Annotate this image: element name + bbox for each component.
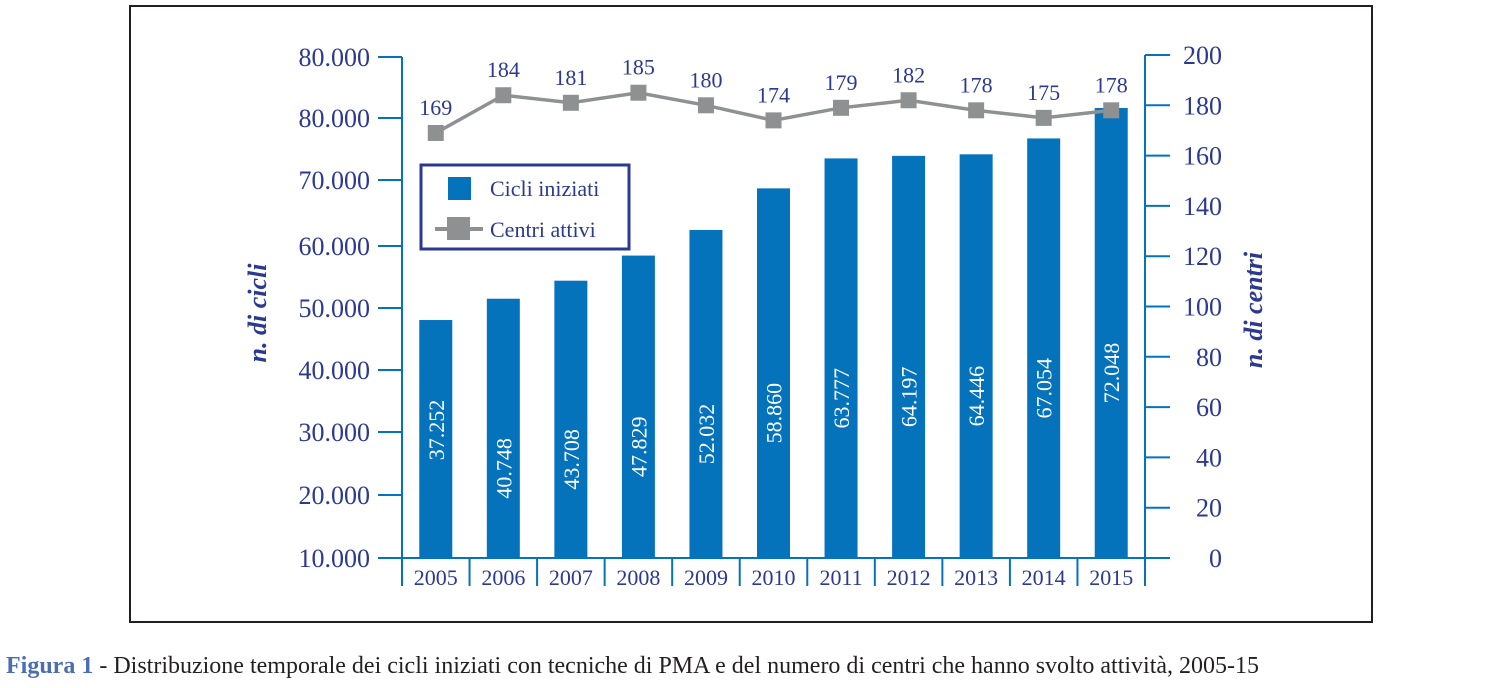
- line-value-label: 174: [757, 82, 790, 107]
- bar: [824, 158, 858, 558]
- x-tick-label: 2011: [819, 565, 862, 590]
- bar-value-label: 72.048: [1099, 343, 1124, 404]
- right-tick-label: 40: [1196, 443, 1222, 472]
- left-tick-label: 30.000: [299, 418, 371, 447]
- bar: [757, 188, 790, 558]
- line-value-label: 180: [689, 67, 722, 92]
- left-tick-label: 10.000: [299, 544, 371, 573]
- legend: Cicli iniziati Centri attivi: [419, 163, 631, 251]
- bar-value-label: 52.032: [694, 404, 719, 465]
- bar-value-label: 37.252: [424, 400, 449, 461]
- bar-value-label: 64.446: [964, 366, 989, 427]
- line-marker: [697, 97, 714, 114]
- bar: [1094, 108, 1128, 558]
- left-tick-label: 40.000: [299, 356, 371, 385]
- right-tick-label: 0: [1209, 544, 1222, 573]
- bar-value-label: 43.708: [559, 429, 584, 490]
- x-tick-label: 2013: [954, 565, 998, 590]
- bar: [621, 255, 655, 559]
- chart-frame: [129, 5, 1373, 623]
- x-tick-label: 2006: [481, 565, 525, 590]
- line-marker: [495, 87, 512, 104]
- line-marker: [968, 102, 985, 119]
- line-marker: [900, 92, 917, 109]
- bar: [419, 320, 453, 558]
- right-tick-label: 80: [1196, 343, 1222, 372]
- x-tick-label: 2009: [684, 565, 728, 590]
- left-tick-label: 80.000: [299, 104, 371, 133]
- line-value-label: 182: [892, 62, 925, 87]
- right-tick-label: 180: [1183, 91, 1222, 120]
- left-axis: 80.000 80.000 70.000 60.000 50.000 40.000 30.0…: [299, 43, 403, 586]
- caption-text: - Distribuzione temporale dei cicli iniz…: [93, 653, 1260, 679]
- line-marker: [833, 99, 850, 116]
- bar: [554, 280, 588, 558]
- right-tick-label: 120: [1183, 242, 1222, 271]
- right-tick-label: 140: [1183, 192, 1222, 221]
- bar: [959, 154, 993, 559]
- x-tick-label: 2015: [1089, 565, 1133, 590]
- bar: [486, 298, 520, 558]
- right-tick-label: 60: [1196, 393, 1222, 422]
- x-tick-label: 2008: [616, 565, 660, 590]
- line-value-label: 181: [554, 65, 587, 90]
- x-tick-label: 2010: [752, 565, 796, 590]
- legend-label-line: Centri attivi: [490, 217, 596, 242]
- bar: [892, 155, 926, 559]
- left-tick-label: 20.000: [299, 481, 371, 510]
- line-value-label: 179: [825, 70, 858, 95]
- bar: [689, 229, 723, 558]
- line-marker: [1103, 102, 1120, 119]
- right-axis-title: n. di centri: [1239, 251, 1268, 368]
- line-marker: [765, 112, 782, 129]
- right-tick-label: 20: [1196, 494, 1222, 523]
- x-tick-label: 2012: [887, 565, 931, 590]
- line-series: 169 184 181 185 180 174 179 182 178 175 178: [419, 55, 1128, 141]
- combo-chart: 80.000 80.000 70.000 60.000 50.000 40.000 30.0…: [243, 41, 1268, 590]
- bar: [1027, 138, 1061, 558]
- left-tick-label: 80.000: [299, 43, 371, 72]
- line-value-label: 175: [1027, 80, 1060, 105]
- line-value-label: 184: [487, 57, 520, 82]
- right-tick-label: 200: [1183, 41, 1222, 70]
- line-value-label: 185: [622, 55, 655, 80]
- figure-caption: Figura 1 - Distribuzione temporale dei c…: [6, 653, 1259, 680]
- legend-swatch-bar: [448, 177, 471, 200]
- left-axis-title: n. di cicli: [243, 263, 272, 363]
- bar-value-label: 67.054: [1032, 358, 1057, 419]
- figure-label: Figura 1: [6, 653, 94, 679]
- right-tick-label: 160: [1183, 142, 1222, 171]
- bar-value-label: 40.748: [491, 438, 516, 499]
- right-tick-label: 100: [1183, 293, 1222, 322]
- bar-value-label: 63.777: [829, 368, 854, 429]
- left-tick-label: 60.000: [299, 232, 371, 261]
- left-tick-label: 70.000: [299, 166, 371, 195]
- line-value-label: 178: [1095, 72, 1128, 97]
- legend-swatch-marker: [447, 217, 470, 240]
- bar-value-label: 58.860: [762, 383, 787, 444]
- x-tick-label: 2005: [414, 565, 458, 590]
- line-marker: [562, 94, 579, 111]
- left-tick-label: 50.000: [299, 294, 371, 323]
- x-tick-label: 2007: [549, 565, 593, 590]
- line-marker: [427, 124, 444, 141]
- line-value-label: 178: [960, 72, 993, 97]
- line-value-label: 169: [419, 95, 452, 120]
- bar-series: 37.252 40.748 43.708 47.829 52.032 58.860 63.7…: [419, 108, 1128, 559]
- line-marker: [630, 84, 647, 101]
- line-marker: [1035, 109, 1052, 126]
- x-axis: 2005 2006 2007 2008 2009 2010 2011 2012 2013 2014…: [401, 557, 1146, 590]
- x-tick-label: 2014: [1022, 565, 1066, 590]
- legend-label-bars: Cicli iniziati: [490, 176, 599, 201]
- bar-value-label: 64.197: [897, 367, 922, 428]
- bar-value-label: 47.829: [626, 417, 651, 478]
